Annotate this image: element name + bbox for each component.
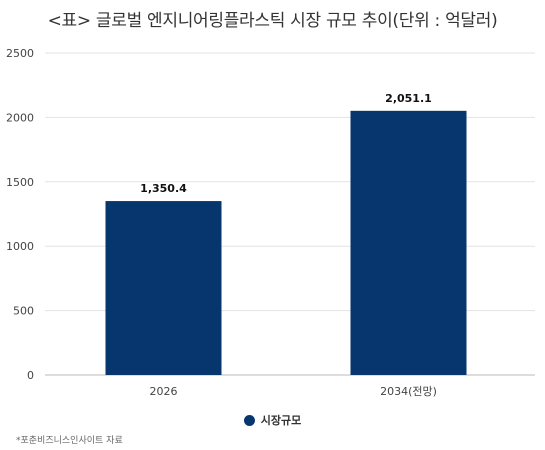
y-tick-label: 2000 [6, 111, 34, 124]
y-tick-label: 0 [27, 369, 34, 382]
x-tick-label: 2026 [150, 385, 178, 398]
bar [350, 110, 467, 375]
y-tick-label: 1500 [6, 176, 34, 189]
legend-label: 시장규모 [260, 414, 302, 427]
data-label: 1,350.4 [140, 182, 187, 195]
y-tick-label: 1000 [6, 240, 34, 253]
chart-title: <표> 글로벌 엔지니어링플라스틱 시장 규모 추이(단위 : 억달러) [47, 11, 498, 31]
bars [105, 110, 467, 375]
x-axis-ticks: 2026 2034(전망) [150, 385, 437, 398]
data-labels: 1,350.4 2,051.1 [140, 92, 432, 195]
legend-marker [243, 414, 255, 426]
y-tick-label: 500 [13, 305, 34, 318]
source-note: *포춘비즈니스인사이트 자료 [16, 436, 123, 446]
y-axis-ticks: 0 500 1000 1500 2000 2500 [6, 47, 34, 382]
data-label: 2,051.1 [385, 92, 432, 105]
y-tick-label: 2500 [6, 47, 34, 60]
legend: 시장규모 [0, 412, 545, 428]
bar [105, 201, 222, 375]
x-tick-label: 2034(전망) [380, 385, 437, 398]
